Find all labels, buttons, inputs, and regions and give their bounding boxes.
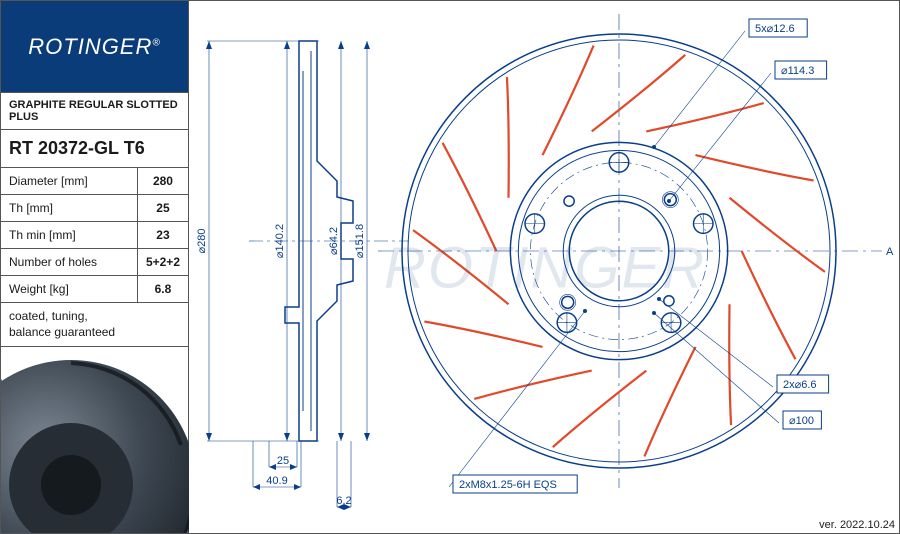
spec-value: 25 xyxy=(137,195,188,222)
table-row: Th min [mm]23 xyxy=(1,222,188,249)
brand-name-text: ROTINGER xyxy=(28,34,152,59)
svg-text:40.9: 40.9 xyxy=(266,475,287,487)
table-row: Weight [kg]6.8 xyxy=(1,276,188,303)
svg-text:2xM8x1.25-6H EQS: 2xM8x1.25-6H EQS xyxy=(459,479,557,491)
side-profile-view: ⌀280 ⌀140.2 ⌀64.2 ⌀151.8 25 40.9 6.2 xyxy=(196,41,409,510)
spec-panel: ROTINGER® GRAPHITE REGULAR SLOTTED PLUS … xyxy=(1,1,189,534)
spec-value: 280 xyxy=(137,168,188,195)
svg-text:⌀140.2: ⌀140.2 xyxy=(274,224,286,258)
svg-text:6.2: 6.2 xyxy=(336,495,351,507)
spec-label: Th [mm] xyxy=(1,195,137,222)
brand-logo: ROTINGER® xyxy=(1,1,188,93)
part-number: RT 20372-GL T6 xyxy=(1,130,188,168)
spec-label: Weight [kg] xyxy=(1,276,137,303)
decorative-disc xyxy=(1,355,189,534)
svg-text:⌀64.2: ⌀64.2 xyxy=(328,227,340,255)
series-name: GRAPHITE REGULAR SLOTTED PLUS xyxy=(1,93,188,130)
svg-text:⌀100: ⌀100 xyxy=(789,415,814,427)
face-view: A 5x⌀12.6 ⌀114.3 2x⌀6.6 ⌀100 2xM8x1.25-6H EQS xyxy=(378,14,894,493)
spec-value: 23 xyxy=(137,222,188,249)
svg-text:A: A xyxy=(886,246,894,258)
page-root: ROTINGER® GRAPHITE REGULAR SLOTTED PLUS … xyxy=(0,0,900,534)
spec-label: Diameter [mm] xyxy=(1,168,137,195)
brand-mark: ® xyxy=(152,37,160,48)
svg-text:⌀151.8: ⌀151.8 xyxy=(354,224,366,258)
spec-label: Number of holes xyxy=(1,249,137,276)
svg-text:⌀280: ⌀280 xyxy=(196,229,208,254)
spec-table: Diameter [mm]280 Th [mm]25 Th min [mm]23… xyxy=(1,168,188,303)
table-row: Th [mm]25 xyxy=(1,195,188,222)
svg-text:⌀114.3: ⌀114.3 xyxy=(781,65,814,77)
spec-note: coated, tuning, balance guaranteed xyxy=(1,303,188,347)
table-row: Number of holes5+2+2 xyxy=(1,249,188,276)
technical-drawing: ROTINGER ⌀280⌀140.2⌀64.2⌀151.82540.96.2 … xyxy=(189,1,900,534)
brand-name: ROTINGER® xyxy=(28,34,161,60)
drawing-svg: ⌀280 ⌀140.2 ⌀64.2 ⌀151.8 25 40.9 6.2 A 5x⌀12.6 ⌀… xyxy=(189,1,900,534)
spec-label: Th min [mm] xyxy=(1,222,137,249)
svg-text:25: 25 xyxy=(277,455,289,467)
svg-text:5x⌀12.6: 5x⌀12.6 xyxy=(755,23,795,35)
spec-value: 5+2+2 xyxy=(137,249,188,276)
version-label: ver. 2022.10.24 xyxy=(819,519,895,531)
svg-text:2x⌀6.6: 2x⌀6.6 xyxy=(783,379,817,391)
spec-value: 6.8 xyxy=(137,276,188,303)
table-row: Diameter [mm]280 xyxy=(1,168,188,195)
